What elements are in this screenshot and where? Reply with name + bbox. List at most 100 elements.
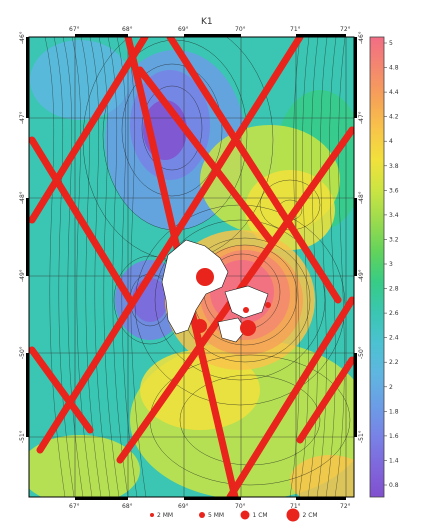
satellite-track [136, 66, 274, 244]
lat-label-right: -51° [358, 430, 365, 443]
lon-label-bottom: 67° [69, 503, 80, 510]
legend-marker [240, 510, 250, 520]
lat-label-left: -49° [19, 269, 26, 282]
satellite-track [36, 37, 304, 454]
map-title: K1 [201, 17, 213, 27]
legend-label: 5 MM [208, 512, 224, 519]
satellite-track [166, 37, 342, 304]
frame-tick-top [75, 34, 128, 37]
top-longitude-labels: 67° 68° 69° 70° 71° 72° [69, 26, 351, 33]
frame-tick-top [296, 34, 346, 37]
lon-label-top: 70° [235, 26, 246, 33]
colorbar-tick-label: 2 [389, 384, 393, 391]
satellite-track [296, 356, 354, 444]
lat-label-right: -47° [358, 111, 365, 124]
island [217, 317, 247, 343]
contour [44, 37, 66, 497]
field-blob [29, 435, 140, 497]
legend-label: 2 MM [157, 512, 173, 519]
island [161, 239, 229, 335]
amplitude-field [29, 37, 354, 497]
lat-label-right: -49° [358, 269, 365, 282]
colorbar-tick-label: 4.8 [389, 65, 399, 72]
satellite-track [29, 136, 134, 304]
frame-ticks [26, 34, 357, 500]
colorbar-tick-label: 5 [389, 40, 393, 47]
lat-label-right: -50° [358, 346, 365, 359]
station-marker [193, 319, 207, 333]
contour [289, 37, 301, 497]
lon-label-top: 68° [122, 26, 133, 33]
contour [116, 37, 138, 497]
lat-label-right: -48° [358, 191, 365, 204]
contour [98, 37, 120, 497]
colorbar-tick-label: 0.8 [389, 482, 399, 489]
contour [325, 37, 337, 497]
frame-tick-right [354, 353, 357, 437]
colorbar-tick-label: 3.4 [389, 212, 399, 219]
kerguelen-islands [161, 239, 269, 343]
frame-tick-bottom [296, 497, 346, 500]
contour [80, 37, 102, 497]
satellite-track [29, 37, 149, 224]
colorbar-tick-label: 3.2 [389, 236, 399, 243]
colorbar-tick-label: 2.2 [389, 359, 399, 366]
contour [334, 37, 346, 497]
colorbar-bar [369, 36, 385, 498]
frame-tick-top [184, 34, 241, 37]
legend: 2 MM 5 MM 1 CM 2 CM [150, 508, 318, 522]
contour [121, 63, 223, 197]
colorbar-tick-label: 1.4 [389, 457, 399, 464]
lon-label-bottom: 70° [235, 503, 246, 510]
lon-label-top: 72° [340, 26, 351, 33]
legend-marker [150, 513, 154, 517]
station-marker [243, 307, 249, 313]
colorbar-tick-label: 3.6 [389, 187, 399, 194]
lon-label-top: 67° [69, 26, 80, 33]
colorbar-tick-label: 2.4 [389, 335, 399, 342]
contour [125, 37, 147, 497]
colorbar-tick-label: 2.6 [389, 310, 399, 317]
lon-label-bottom: 71° [290, 503, 301, 510]
lat-label-left: -51° [19, 430, 26, 443]
lat-label-left: -50° [19, 346, 26, 359]
legend-label: 1 CM [253, 512, 268, 519]
colorbar-tick-label: 2.8 [389, 286, 399, 293]
station-markers [193, 268, 271, 336]
lat-label-left: -48° [19, 191, 26, 204]
colorbar-tick-label: 4.2 [389, 114, 399, 121]
satellite-track [226, 296, 354, 497]
lat-label-left-corner: -46° [19, 31, 26, 44]
contour [141, 85, 203, 171]
field-blob [140, 350, 260, 430]
contour [89, 37, 111, 497]
frame-tick-left [26, 37, 29, 118]
frame-tick-bottom [75, 497, 128, 500]
contour [316, 37, 328, 497]
colorbar-tick-label: 1.6 [389, 433, 399, 440]
colorbar-tick-label: 4.4 [389, 89, 399, 96]
bottom-longitude-labels: 67° 68° 69° 70° 71° 72° [69, 503, 351, 510]
field-blob [290, 455, 354, 497]
colorbar: 5 4.8 4.4 4.2 4 3.8 3.6 3.4 3.2 3 2.8 2.6 2.4 2.2 2 1.8… [369, 36, 399, 498]
lon-label-bottom: 72° [340, 503, 351, 510]
station-marker [240, 320, 256, 336]
lat-label-right-corner: -46° [358, 31, 365, 44]
colorbar-tick-label: 4 [389, 138, 393, 145]
colorbar-tick-label: 1.8 [389, 408, 399, 415]
station-marker [196, 268, 214, 286]
legend-marker [286, 508, 300, 522]
map-area [29, 37, 354, 497]
frame-tick-right [354, 198, 357, 276]
lon-label-top: 69° [178, 26, 189, 33]
right-latitude-labels: -46° -47° -48° -49° -50° -51° [358, 31, 365, 443]
frame-tick-right [354, 37, 357, 118]
colorbar-tick-label: 3.8 [389, 163, 399, 170]
legend-label: 2 CM [303, 512, 318, 519]
satellite-track [29, 346, 94, 434]
station-marker [265, 302, 271, 308]
lon-label-top: 71° [290, 26, 301, 33]
frame-tick-left [26, 198, 29, 276]
left-latitude-labels: -46° -47° -48° -49° -50° -51° [19, 31, 26, 443]
